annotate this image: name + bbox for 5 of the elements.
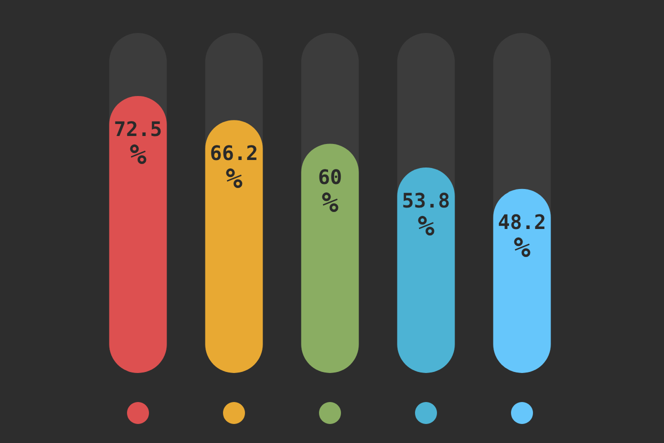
data-label: 66.2% bbox=[210, 141, 258, 196]
data-label: 48.2% bbox=[498, 210, 546, 264]
data-label: 53.8% bbox=[402, 188, 450, 242]
data-label: 60% bbox=[318, 164, 342, 219]
data-label: 72.5% bbox=[114, 117, 162, 171]
